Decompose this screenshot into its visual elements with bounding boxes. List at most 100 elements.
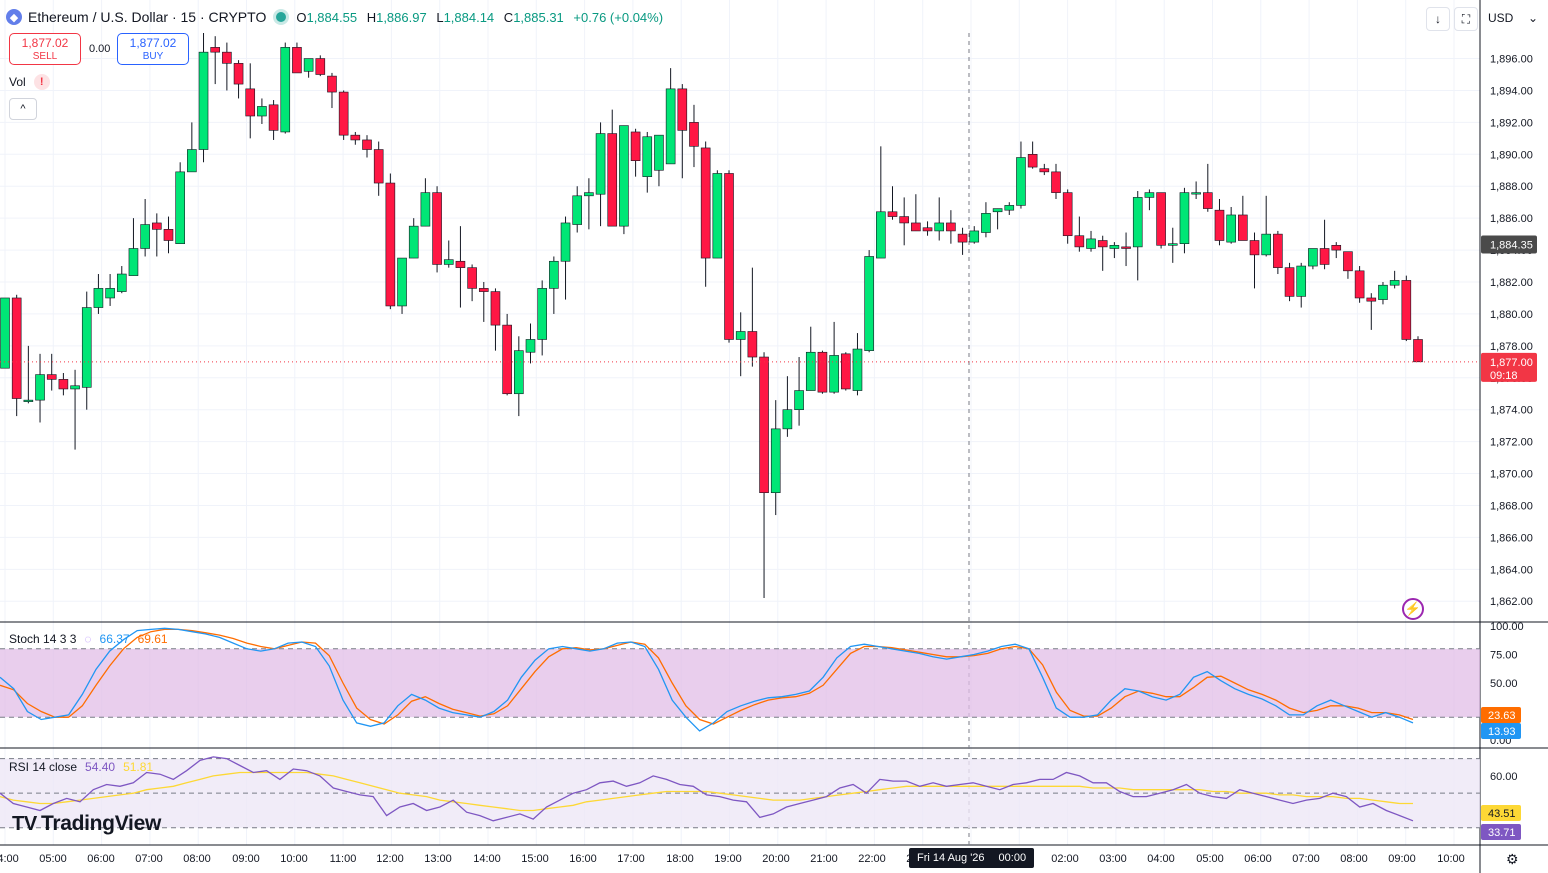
candle-body	[969, 230, 980, 243]
candle-body	[1389, 280, 1400, 286]
candle-body	[1308, 248, 1318, 267]
collapse-legend-button[interactable]: ^	[9, 98, 37, 120]
buy-button[interactable]: 1,877.02 BUY	[117, 33, 189, 65]
candle-body	[443, 259, 454, 265]
candle-body	[689, 122, 699, 147]
candle-body	[432, 192, 442, 265]
candle-body	[712, 173, 723, 259]
crosshair-time-label: Fri 14 Aug '26 00:00	[909, 848, 1035, 868]
time-tick-label: 13:00	[424, 853, 452, 865]
candle-body	[584, 192, 594, 197]
candle-body	[385, 182, 396, 307]
tradingview-logo-icon: TV	[12, 812, 37, 835]
currency-value: USD	[1488, 11, 1514, 25]
time-tick-label: 08:00	[183, 853, 211, 865]
rsi-legend[interactable]: RSI 14 close 54.40 51.81	[9, 760, 153, 774]
candle-body	[116, 273, 127, 292]
time-tick-label: 20:00	[762, 853, 790, 865]
candle-body	[1167, 243, 1178, 246]
fullscreen-button[interactable]: ⛶	[1454, 7, 1478, 31]
stoch-d-value: 69.61	[137, 632, 168, 646]
candle-body	[408, 225, 419, 259]
sell-button[interactable]: 1,877.02 SELL	[9, 33, 81, 65]
candle-body	[572, 195, 583, 225]
crosshair-time: 00:00	[998, 852, 1027, 864]
candle-body	[373, 149, 384, 184]
candle-body	[829, 355, 839, 393]
candle-body	[1004, 205, 1015, 211]
candle-body	[654, 134, 664, 171]
symbol-title[interactable]: Ethereum / U.S. Dollar · 15 · CRYPTO	[28, 9, 267, 25]
candle-body	[198, 51, 209, 150]
rsi-ma-tag-label: 43.51	[1488, 808, 1516, 820]
time-tick-label: 07:00	[135, 853, 163, 865]
ohlc-readout: O1,884.55 H1,886.97 L1,884.14 C1,885.31 …	[296, 9, 664, 25]
time-tick-label: 09:00	[232, 853, 260, 865]
chevron-down-icon: ⌄	[1527, 11, 1538, 25]
candle-body	[222, 51, 232, 64]
time-tick-label: 10:00	[1437, 853, 1465, 865]
candle-body	[233, 63, 244, 85]
candle-body	[46, 374, 57, 380]
time-tick-label: 14:00	[473, 853, 501, 865]
time-tick-label: 06:00	[1244, 853, 1272, 865]
time-tick-label: 04:00	[1147, 853, 1175, 865]
candle-body	[1203, 192, 1213, 209]
candle-body	[1191, 192, 1201, 195]
candle-body	[840, 353, 851, 390]
time-tick-label: 08:00	[1340, 853, 1368, 865]
time-tick-label: 07:00	[1292, 853, 1320, 865]
rsi-tag-label: 33.71	[1488, 827, 1516, 839]
price-tick-label: 1,882.00	[1490, 277, 1533, 289]
candle-body	[1156, 192, 1166, 246]
bolt-icon[interactable]: ⚡	[1402, 598, 1424, 620]
symbol-header: ◆ Ethereum / U.S. Dollar · 15 · CRYPTO O…	[6, 6, 669, 28]
candle-body	[455, 260, 466, 268]
candle-body	[1214, 209, 1225, 241]
candle-body	[152, 222, 162, 230]
candle-body	[911, 222, 921, 232]
candle-body	[770, 428, 781, 494]
rsi-ma-value: 51.81	[123, 760, 154, 774]
candle-body	[735, 331, 746, 340]
candle-body	[537, 288, 547, 340]
candle-body	[934, 222, 945, 232]
time-tick-label: 18:00	[666, 853, 694, 865]
candle-body	[817, 351, 828, 393]
last-price-label: 1,877.00	[1490, 357, 1533, 369]
stoch-legend[interactable]: Stoch 14 3 3 ◌ 66.37 69.61	[9, 632, 168, 646]
crosshair-price-tag	[1481, 235, 1537, 254]
candle-body	[303, 58, 314, 72]
download-button[interactable]: ↓	[1426, 7, 1450, 31]
candle-body	[864, 256, 874, 351]
rsi-ma-tag	[1481, 805, 1521, 821]
candle-body	[280, 47, 291, 133]
candle-body	[1097, 240, 1108, 248]
candle-body	[257, 106, 267, 117]
candle-body	[619, 125, 629, 227]
chevron-up-icon: ^	[20, 103, 26, 115]
candle-body	[1296, 265, 1307, 297]
time-tick-label: 02:00	[1051, 853, 1079, 865]
gear-icon[interactable]: ⚙	[1506, 851, 1519, 867]
warning-icon[interactable]: !	[33, 74, 50, 90]
candle-body	[1086, 238, 1096, 249]
loading-icon: ◌	[84, 632, 92, 646]
candle-body	[1284, 267, 1295, 297]
price-tick-label: 1,862.00	[1490, 596, 1533, 608]
time-tick-label: 19:00	[714, 853, 742, 865]
candle-body	[268, 104, 279, 131]
candle-body	[70, 385, 80, 390]
price-tick-label: 1,890.00	[1490, 149, 1533, 161]
candle-body	[665, 88, 676, 165]
tradingview-logo[interactable]: TV TradingView	[12, 812, 161, 836]
candle-body	[887, 211, 898, 217]
stoch-k-tag-label: 13.93	[1488, 726, 1516, 738]
time-tick-label: 05:00	[1196, 853, 1224, 865]
candle-body	[163, 229, 174, 241]
currency-select[interactable]: USD ⌄	[1484, 7, 1542, 29]
price-tick-label: 1,868.00	[1490, 500, 1533, 512]
candle-body	[700, 147, 711, 259]
volume-legend[interactable]: Vol !	[9, 74, 50, 90]
